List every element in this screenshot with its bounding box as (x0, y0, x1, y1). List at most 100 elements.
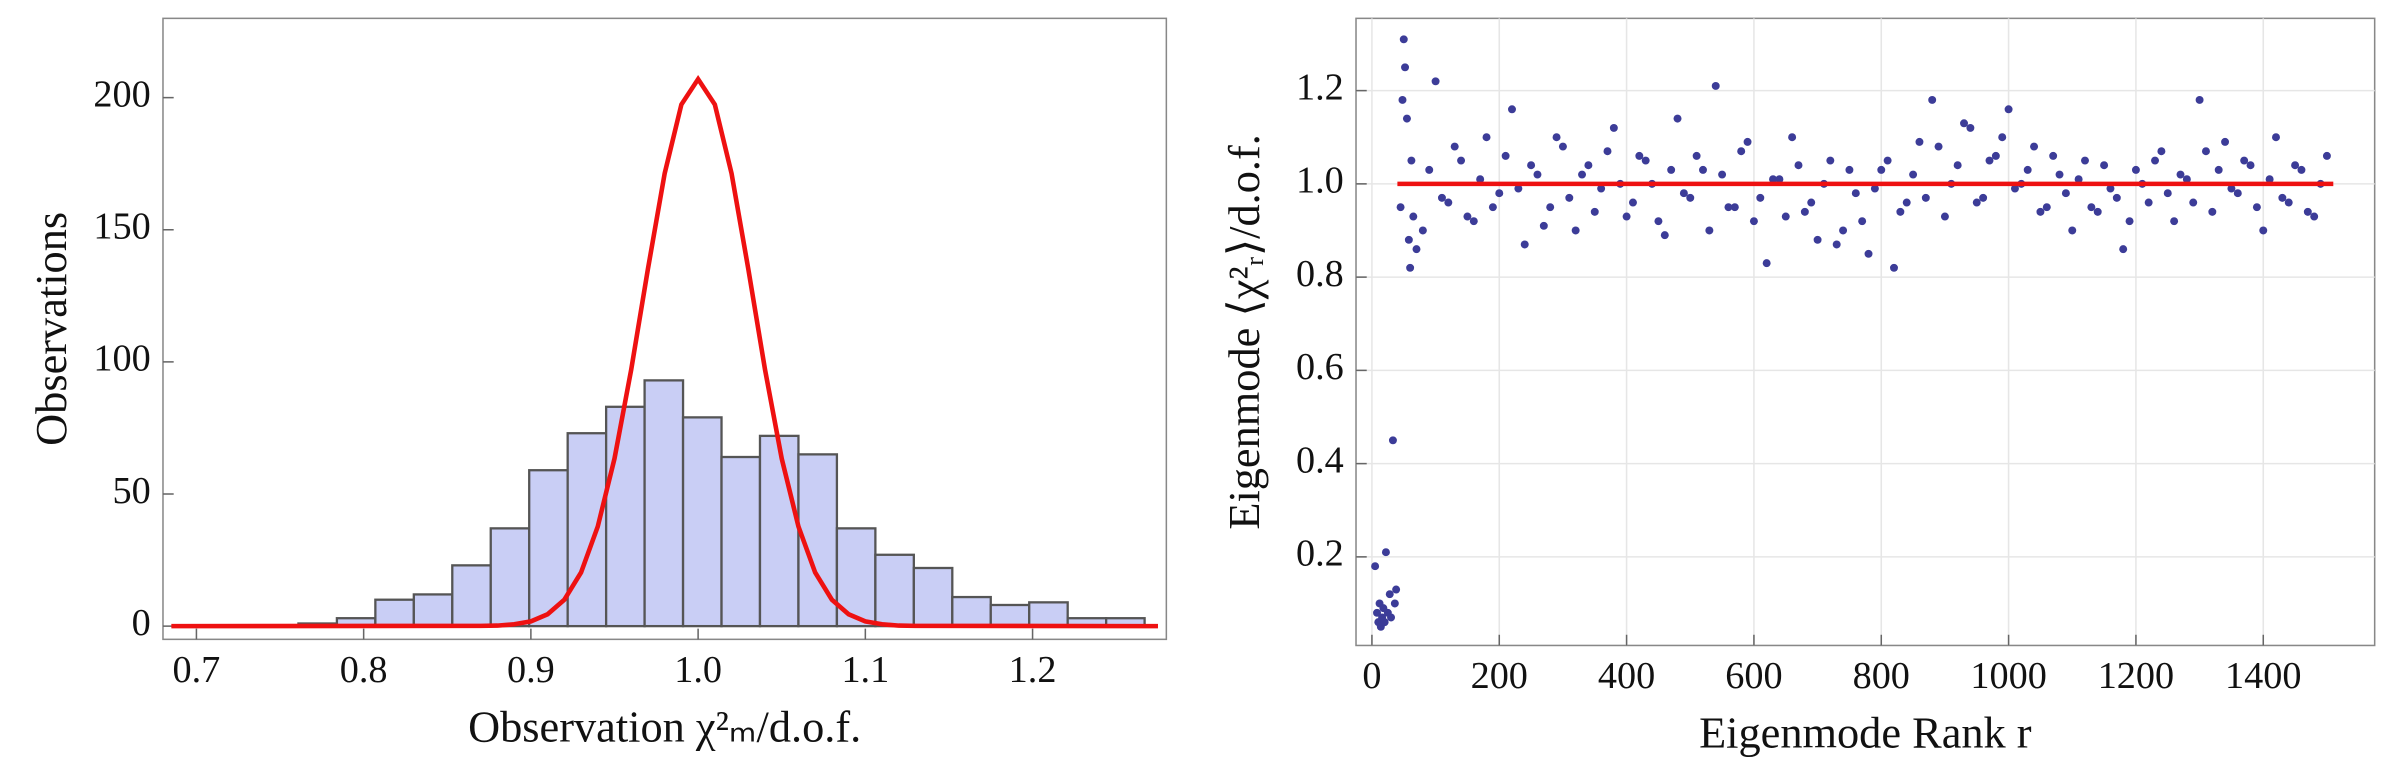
point (2310, 212, 2319, 221)
point (1388, 436, 1397, 445)
point (1883, 156, 1892, 165)
point (1402, 114, 1411, 123)
point (1985, 156, 1994, 165)
point (1396, 203, 1405, 212)
point (1418, 226, 1427, 235)
point (2195, 95, 2204, 104)
point (1399, 35, 1408, 44)
x-tick-label: 200 (1471, 655, 1528, 697)
point (1769, 175, 1778, 184)
point (1998, 133, 2007, 142)
x-tick-label: 0.9 (507, 649, 555, 691)
point (1597, 184, 1606, 193)
bar (989, 603, 1031, 628)
point (1603, 147, 1612, 156)
point (1788, 133, 1797, 142)
x-axis-label: Eigenmode Rank r (1699, 707, 2032, 757)
point (1667, 165, 1676, 174)
point (1628, 198, 1637, 207)
point (1392, 585, 1401, 594)
point (1501, 151, 1510, 160)
point (2081, 156, 2089, 165)
y-tick-label: 1.0 (1296, 160, 1344, 202)
point (2030, 142, 2039, 151)
point (1673, 114, 1682, 123)
point (1890, 263, 1898, 272)
point (1533, 170, 1542, 179)
y-tick-label: 0.6 (1296, 346, 1344, 388)
point (1409, 212, 1418, 221)
point (1406, 263, 1415, 272)
point (1514, 184, 1523, 193)
point (1800, 207, 1809, 216)
point (2265, 175, 2274, 184)
point (2221, 137, 2230, 146)
point (2259, 226, 2268, 235)
point (2010, 184, 2019, 193)
point (1463, 212, 1472, 221)
point (2170, 217, 2179, 226)
point (2322, 151, 2331, 160)
y-tick-label: 0.4 (1296, 439, 1344, 481)
point (2246, 161, 2255, 170)
bar (374, 598, 415, 628)
point (2093, 207, 2102, 216)
point (1398, 95, 1407, 104)
point (1552, 133, 1561, 142)
bar (604, 405, 646, 628)
y-tick-label: 0 (132, 602, 151, 644)
point (1476, 175, 1485, 184)
point (1921, 193, 1930, 202)
point (1495, 189, 1504, 198)
point (2233, 189, 2242, 198)
point (1387, 613, 1396, 622)
point (1915, 137, 1924, 146)
point (1425, 165, 1434, 174)
x-tick-label: 1400 (2225, 655, 2301, 697)
point (1909, 170, 1918, 179)
point (1571, 226, 1580, 235)
point (2100, 161, 2109, 170)
point (1450, 142, 1459, 151)
point (1431, 77, 1440, 86)
point (2036, 207, 2045, 216)
point (2144, 198, 2153, 207)
point (1813, 235, 1822, 244)
point (1679, 189, 1688, 198)
y-tick-label: 0.2 (1296, 533, 1344, 575)
point (2049, 151, 2058, 160)
point (1781, 212, 1790, 221)
point (1902, 198, 1911, 207)
point (1584, 161, 1593, 170)
point (1373, 608, 1381, 617)
point (1858, 217, 1867, 226)
point (1641, 156, 1650, 165)
point (2208, 207, 2217, 216)
point (1960, 119, 1969, 128)
point (2278, 193, 2287, 202)
point (2119, 245, 2128, 254)
point (1539, 221, 1548, 230)
x-tick-label: 1200 (2098, 655, 2174, 697)
y-tick-label: 150 (93, 206, 150, 248)
point (2240, 156, 2249, 165)
point (1407, 156, 1416, 165)
bar (720, 455, 762, 628)
point (2087, 203, 2096, 212)
point (1807, 198, 1816, 207)
bar (451, 564, 492, 628)
point (1457, 156, 1466, 165)
fit-line (171, 74, 1158, 629)
point (1724, 203, 1733, 212)
point (1520, 240, 1529, 249)
y-tick-label: 200 (93, 73, 150, 115)
point (1558, 142, 1567, 151)
point (2163, 189, 2172, 198)
point (1686, 193, 1695, 202)
point (2214, 165, 2223, 174)
x-tick-label: 400 (1598, 655, 1655, 697)
point (1966, 123, 1975, 132)
point (2042, 203, 2051, 212)
